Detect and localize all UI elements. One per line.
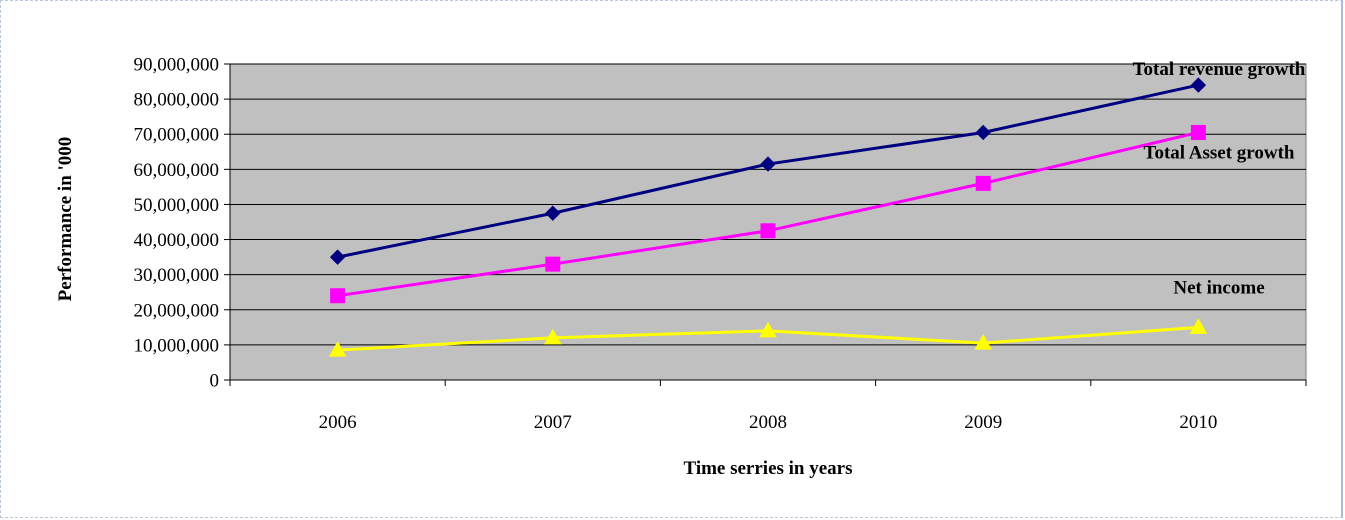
data-point [545,205,561,221]
series-total-revenue-growth [329,77,1207,265]
data-point [545,256,561,272]
data-point [543,328,562,345]
y-tick-label: 90,000,000 [134,55,220,76]
x-axis-title: Time serries in years [683,458,852,479]
y-tick-label: 0 [210,371,220,392]
series-label: Total Asset growth [1144,142,1295,163]
y-tick-label: 40,000,000 [134,230,220,251]
x-tick-label: 2007 [534,412,572,433]
x-tick-label: 2009 [964,412,1002,433]
data-point [328,341,347,357]
series-total-asset-growth [330,124,1206,304]
x-tick-labels: 2006 2007 2008 2009 2010 [319,412,1218,433]
series-label: Net income [1173,277,1264,298]
series-label: Total revenue growth [1133,59,1306,80]
x-tick-label: 2008 [749,412,787,433]
data-point [1190,124,1206,140]
data-point [330,288,346,304]
y-tick-label: 80,000,000 [134,90,220,111]
data-point [329,249,346,265]
y-tick-label: 60,000,000 [134,160,220,181]
y-tick-label: 70,000,000 [134,125,220,146]
data-point [760,223,776,239]
series-net-income [328,318,1208,357]
series-layer [328,77,1208,357]
y-tick-label: 50,000,000 [134,195,220,216]
axes [224,63,1307,386]
series-labels: Total revenue growth Total Asset growth Ne… [1133,59,1306,298]
data-point [1189,318,1208,334]
y-tick-label: 10,000,000 [134,335,220,356]
data-point [975,124,991,141]
y-tick-labels: 0 10,000,000 20,000,000 30,000,000 40,000,00… [134,55,220,392]
data-point [759,321,777,338]
data-point [760,156,776,172]
x-tick-label: 2006 [319,412,357,433]
data-point [975,175,991,191]
y-axis-title: Performance in '000 [55,137,76,302]
data-point [1190,77,1207,93]
x-tick-label: 2010 [1179,412,1217,433]
y-tick-label: 30,000,000 [134,265,220,286]
y-tick-label: 20,000,000 [134,300,220,321]
data-point [974,334,993,350]
